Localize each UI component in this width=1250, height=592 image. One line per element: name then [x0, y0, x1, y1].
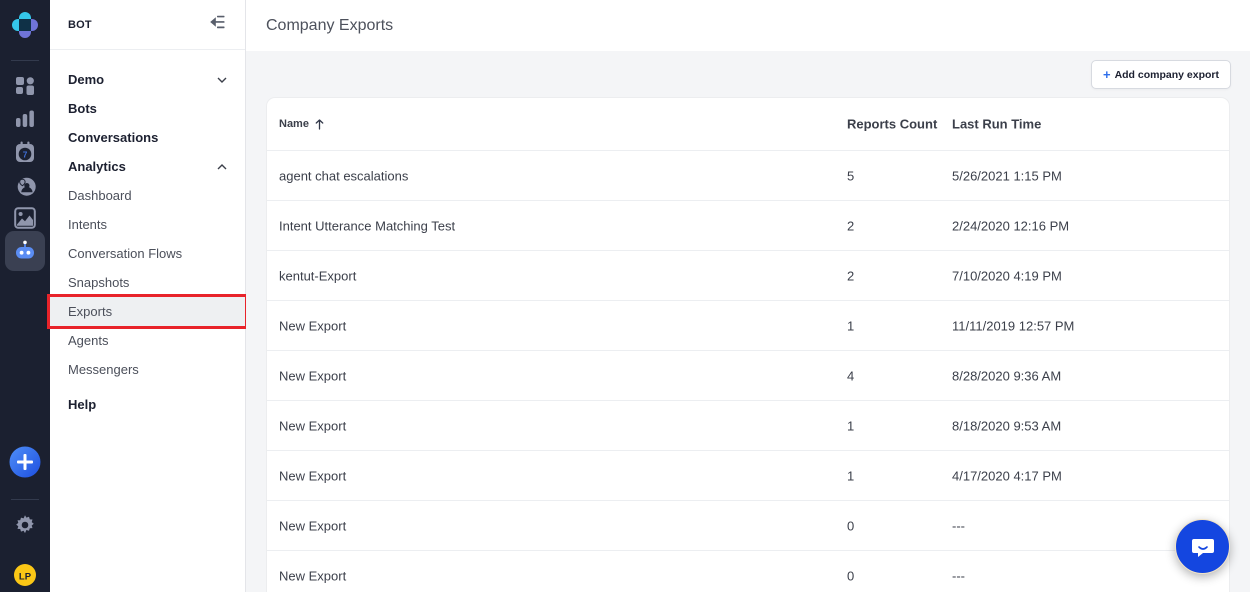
- svg-text:LP: LP: [19, 572, 32, 583]
- svg-text:7: 7: [23, 149, 28, 159]
